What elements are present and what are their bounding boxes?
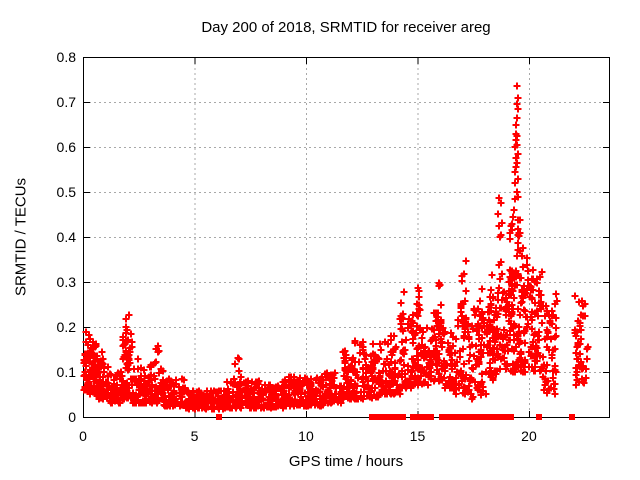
- svg-text:15: 15: [410, 428, 426, 444]
- x-axis-label: GPS time / hours: [288, 453, 404, 470]
- svg-text:0.3: 0.3: [57, 274, 77, 290]
- svg-text:0: 0: [79, 428, 87, 444]
- svg-text:0.6: 0.6: [57, 139, 77, 155]
- svg-text:20: 20: [521, 428, 537, 444]
- chart-title: Day 200 of 2018, SRMTID for receiver are…: [201, 19, 491, 36]
- svg-text:0.1: 0.1: [57, 364, 77, 380]
- svg-text:0: 0: [68, 409, 76, 425]
- y-tick-labels: 0 0.1 0.2 0.3 0.4 0.5 0.6 0.7 0.8: [57, 49, 77, 425]
- x-tick-labels: 0 5 10 15 20: [79, 428, 537, 444]
- srmtid-scatter-points: [80, 82, 592, 413]
- svg-text:0.4: 0.4: [57, 229, 77, 245]
- svg-text:10: 10: [298, 428, 314, 444]
- svg-text:0.7: 0.7: [57, 94, 77, 110]
- svg-text:0.8: 0.8: [57, 49, 77, 65]
- flagged-zero-markers: [216, 414, 575, 420]
- svg-text:5: 5: [191, 428, 199, 444]
- plot-border-and-ticks: [83, 57, 610, 418]
- svg-text:0.2: 0.2: [57, 319, 77, 335]
- svg-text:0.5: 0.5: [57, 184, 77, 200]
